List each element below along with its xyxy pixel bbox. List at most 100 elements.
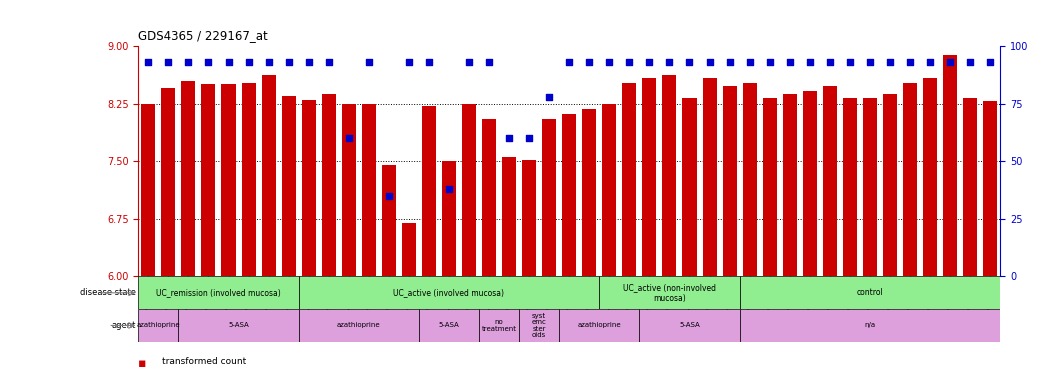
Point	[621, 59, 638, 65]
Bar	[863, 98, 877, 276]
Bar	[282, 96, 296, 276]
Text: azathioprine: azathioprine	[337, 323, 381, 328]
Point	[139, 59, 156, 65]
Point	[781, 59, 798, 65]
Text: control: control	[857, 288, 883, 297]
Bar	[201, 84, 216, 276]
Point	[481, 59, 498, 65]
Bar	[142, 104, 155, 276]
Bar	[983, 101, 997, 276]
Bar	[562, 114, 577, 276]
Bar	[622, 83, 636, 276]
Bar	[643, 78, 656, 276]
Point	[701, 59, 718, 65]
Bar	[522, 160, 536, 276]
Bar	[843, 98, 857, 276]
Text: GDS4365 / 229167_at: GDS4365 / 229167_at	[138, 29, 268, 42]
Bar	[783, 94, 797, 276]
Point	[661, 59, 678, 65]
Bar	[221, 84, 235, 276]
Text: disease state: disease state	[80, 288, 136, 297]
Point	[200, 59, 217, 65]
Bar	[763, 98, 777, 276]
Bar	[560, 309, 639, 342]
Bar	[422, 106, 436, 276]
Point	[361, 59, 378, 65]
Bar	[519, 309, 560, 342]
Point	[220, 59, 237, 65]
Bar	[599, 276, 739, 309]
Bar	[321, 94, 336, 276]
Point	[500, 135, 517, 141]
Text: n/a: n/a	[864, 323, 876, 328]
Bar	[903, 83, 917, 276]
Text: UC_active (involved mucosa): UC_active (involved mucosa)	[394, 288, 504, 297]
Point	[340, 135, 358, 141]
Text: transformed count: transformed count	[162, 357, 246, 366]
Bar	[743, 83, 757, 276]
Bar	[362, 104, 376, 276]
Point	[561, 59, 578, 65]
Text: ▪: ▪	[138, 357, 147, 370]
Bar	[739, 276, 1000, 309]
Bar	[138, 309, 179, 342]
Point	[240, 59, 257, 65]
Bar	[299, 276, 599, 309]
Bar	[682, 98, 697, 276]
Bar	[299, 309, 419, 342]
Point	[721, 59, 738, 65]
Bar	[543, 119, 556, 276]
Bar	[482, 119, 496, 276]
Bar	[883, 94, 897, 276]
Bar	[663, 75, 677, 276]
Text: 5-ASA: 5-ASA	[228, 323, 249, 328]
Point	[520, 135, 537, 141]
Text: 5-ASA: 5-ASA	[679, 323, 700, 328]
Point	[801, 59, 818, 65]
Bar	[502, 157, 516, 276]
Bar	[602, 104, 616, 276]
Point	[982, 59, 999, 65]
Point	[862, 59, 879, 65]
Bar	[462, 104, 476, 276]
Point	[761, 59, 778, 65]
Point	[581, 59, 598, 65]
Bar	[262, 75, 276, 276]
Text: UC_remission (involved mucosa): UC_remission (involved mucosa)	[156, 288, 281, 297]
Bar	[242, 83, 255, 276]
Bar	[943, 55, 957, 276]
Point	[742, 59, 759, 65]
Bar	[382, 165, 396, 276]
Bar	[822, 86, 836, 276]
Text: no
treatment: no treatment	[482, 319, 517, 332]
Text: UC_active (non-involved
mucosa): UC_active (non-involved mucosa)	[622, 283, 716, 303]
Bar	[442, 161, 456, 276]
Bar	[739, 309, 1000, 342]
Text: agent: agent	[112, 321, 136, 330]
Point	[420, 59, 437, 65]
Bar	[702, 78, 716, 276]
Bar	[181, 81, 196, 276]
Bar	[302, 100, 316, 276]
Bar	[922, 78, 937, 276]
Point	[681, 59, 698, 65]
Point	[440, 186, 458, 192]
Text: 5-ASA: 5-ASA	[438, 323, 460, 328]
Text: azathioprine: azathioprine	[136, 323, 180, 328]
Bar	[419, 309, 479, 342]
Bar	[722, 86, 736, 276]
Point	[601, 59, 618, 65]
Point	[942, 59, 959, 65]
Bar	[582, 109, 596, 276]
Point	[921, 59, 938, 65]
Bar	[479, 309, 519, 342]
Point	[541, 94, 558, 100]
Point	[160, 59, 177, 65]
Point	[380, 193, 397, 199]
Bar	[402, 223, 416, 276]
Bar	[179, 309, 299, 342]
Bar	[138, 276, 299, 309]
Bar	[639, 309, 739, 342]
Point	[962, 59, 979, 65]
Bar	[963, 98, 977, 276]
